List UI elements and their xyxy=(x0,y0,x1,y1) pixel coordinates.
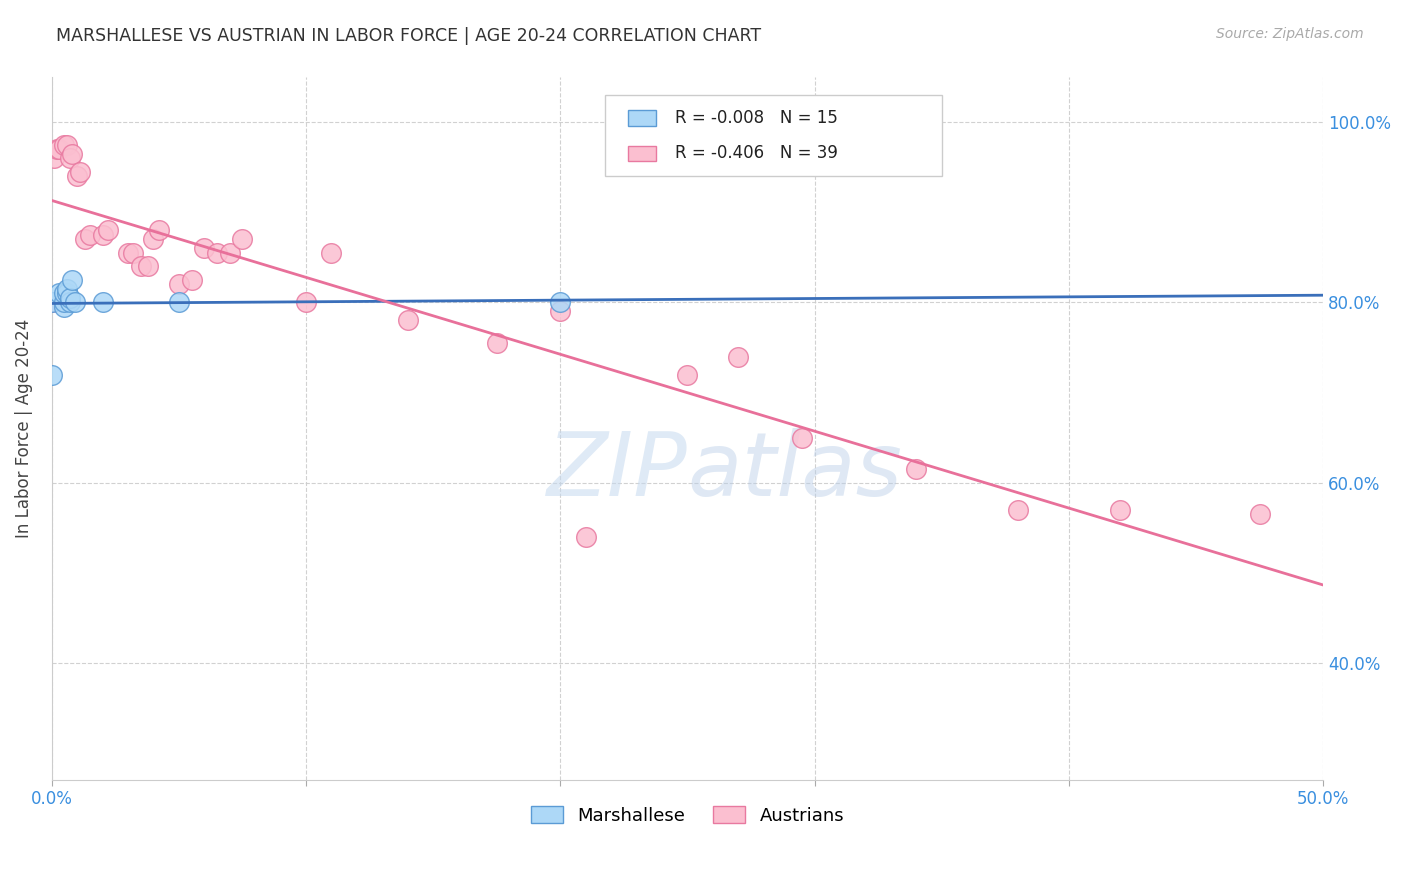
Point xyxy=(48,143,70,157)
Point xyxy=(53,286,76,301)
Point xyxy=(97,223,120,237)
Text: R = -0.406   N = 39: R = -0.406 N = 39 xyxy=(675,145,838,162)
Point xyxy=(231,232,253,246)
Point xyxy=(73,232,96,246)
Point xyxy=(321,246,343,260)
Point xyxy=(905,462,928,476)
Point xyxy=(727,350,749,364)
Point xyxy=(167,277,190,292)
Point xyxy=(41,295,63,310)
Point xyxy=(129,260,152,274)
Point xyxy=(550,295,572,310)
Point xyxy=(193,242,215,256)
Point xyxy=(676,368,699,382)
Point xyxy=(53,300,76,314)
Point xyxy=(41,368,63,382)
Point xyxy=(60,273,83,287)
Point xyxy=(53,295,76,310)
Text: MARSHALLESE VS AUSTRIAN IN LABOR FORCE | AGE 20-24 CORRELATION CHART: MARSHALLESE VS AUSTRIAN IN LABOR FORCE |… xyxy=(56,27,762,45)
Y-axis label: In Labor Force | Age 20-24: In Labor Force | Age 20-24 xyxy=(15,319,32,538)
Point xyxy=(295,295,318,310)
Point xyxy=(790,431,813,445)
Point xyxy=(56,282,79,296)
Legend: Marshallese, Austrians: Marshallese, Austrians xyxy=(522,797,853,834)
Point xyxy=(44,152,66,166)
Point xyxy=(45,143,67,157)
Point xyxy=(53,138,76,153)
FancyBboxPatch shape xyxy=(627,111,655,126)
Point xyxy=(91,227,114,242)
Point xyxy=(122,246,145,260)
Text: Source: ZipAtlas.com: Source: ZipAtlas.com xyxy=(1216,27,1364,41)
Point xyxy=(167,295,190,310)
Point xyxy=(148,223,170,237)
Point xyxy=(91,295,114,310)
Point xyxy=(58,295,80,310)
Text: R = -0.008   N = 15: R = -0.008 N = 15 xyxy=(675,109,838,128)
Point xyxy=(180,273,202,287)
Point xyxy=(138,260,160,274)
Point xyxy=(1249,507,1271,521)
FancyBboxPatch shape xyxy=(605,95,942,176)
Point xyxy=(79,227,101,242)
Text: ZIP: ZIP xyxy=(547,427,688,514)
Point xyxy=(56,138,79,153)
Point xyxy=(58,291,80,305)
Point xyxy=(66,169,89,184)
Point xyxy=(56,286,79,301)
Point xyxy=(117,246,139,260)
Point xyxy=(48,286,70,301)
Point xyxy=(396,313,419,327)
FancyBboxPatch shape xyxy=(627,145,655,161)
Point xyxy=(63,295,86,310)
Point xyxy=(1108,502,1130,516)
Point xyxy=(218,246,240,260)
Point xyxy=(1007,502,1029,516)
Point xyxy=(69,165,91,179)
Point xyxy=(142,232,165,246)
Point xyxy=(485,336,508,351)
Point xyxy=(60,147,83,161)
Point xyxy=(550,304,572,318)
Point xyxy=(58,152,80,166)
Point xyxy=(205,246,228,260)
Point xyxy=(575,530,598,544)
Text: atlas: atlas xyxy=(688,427,903,514)
Point xyxy=(41,295,63,310)
